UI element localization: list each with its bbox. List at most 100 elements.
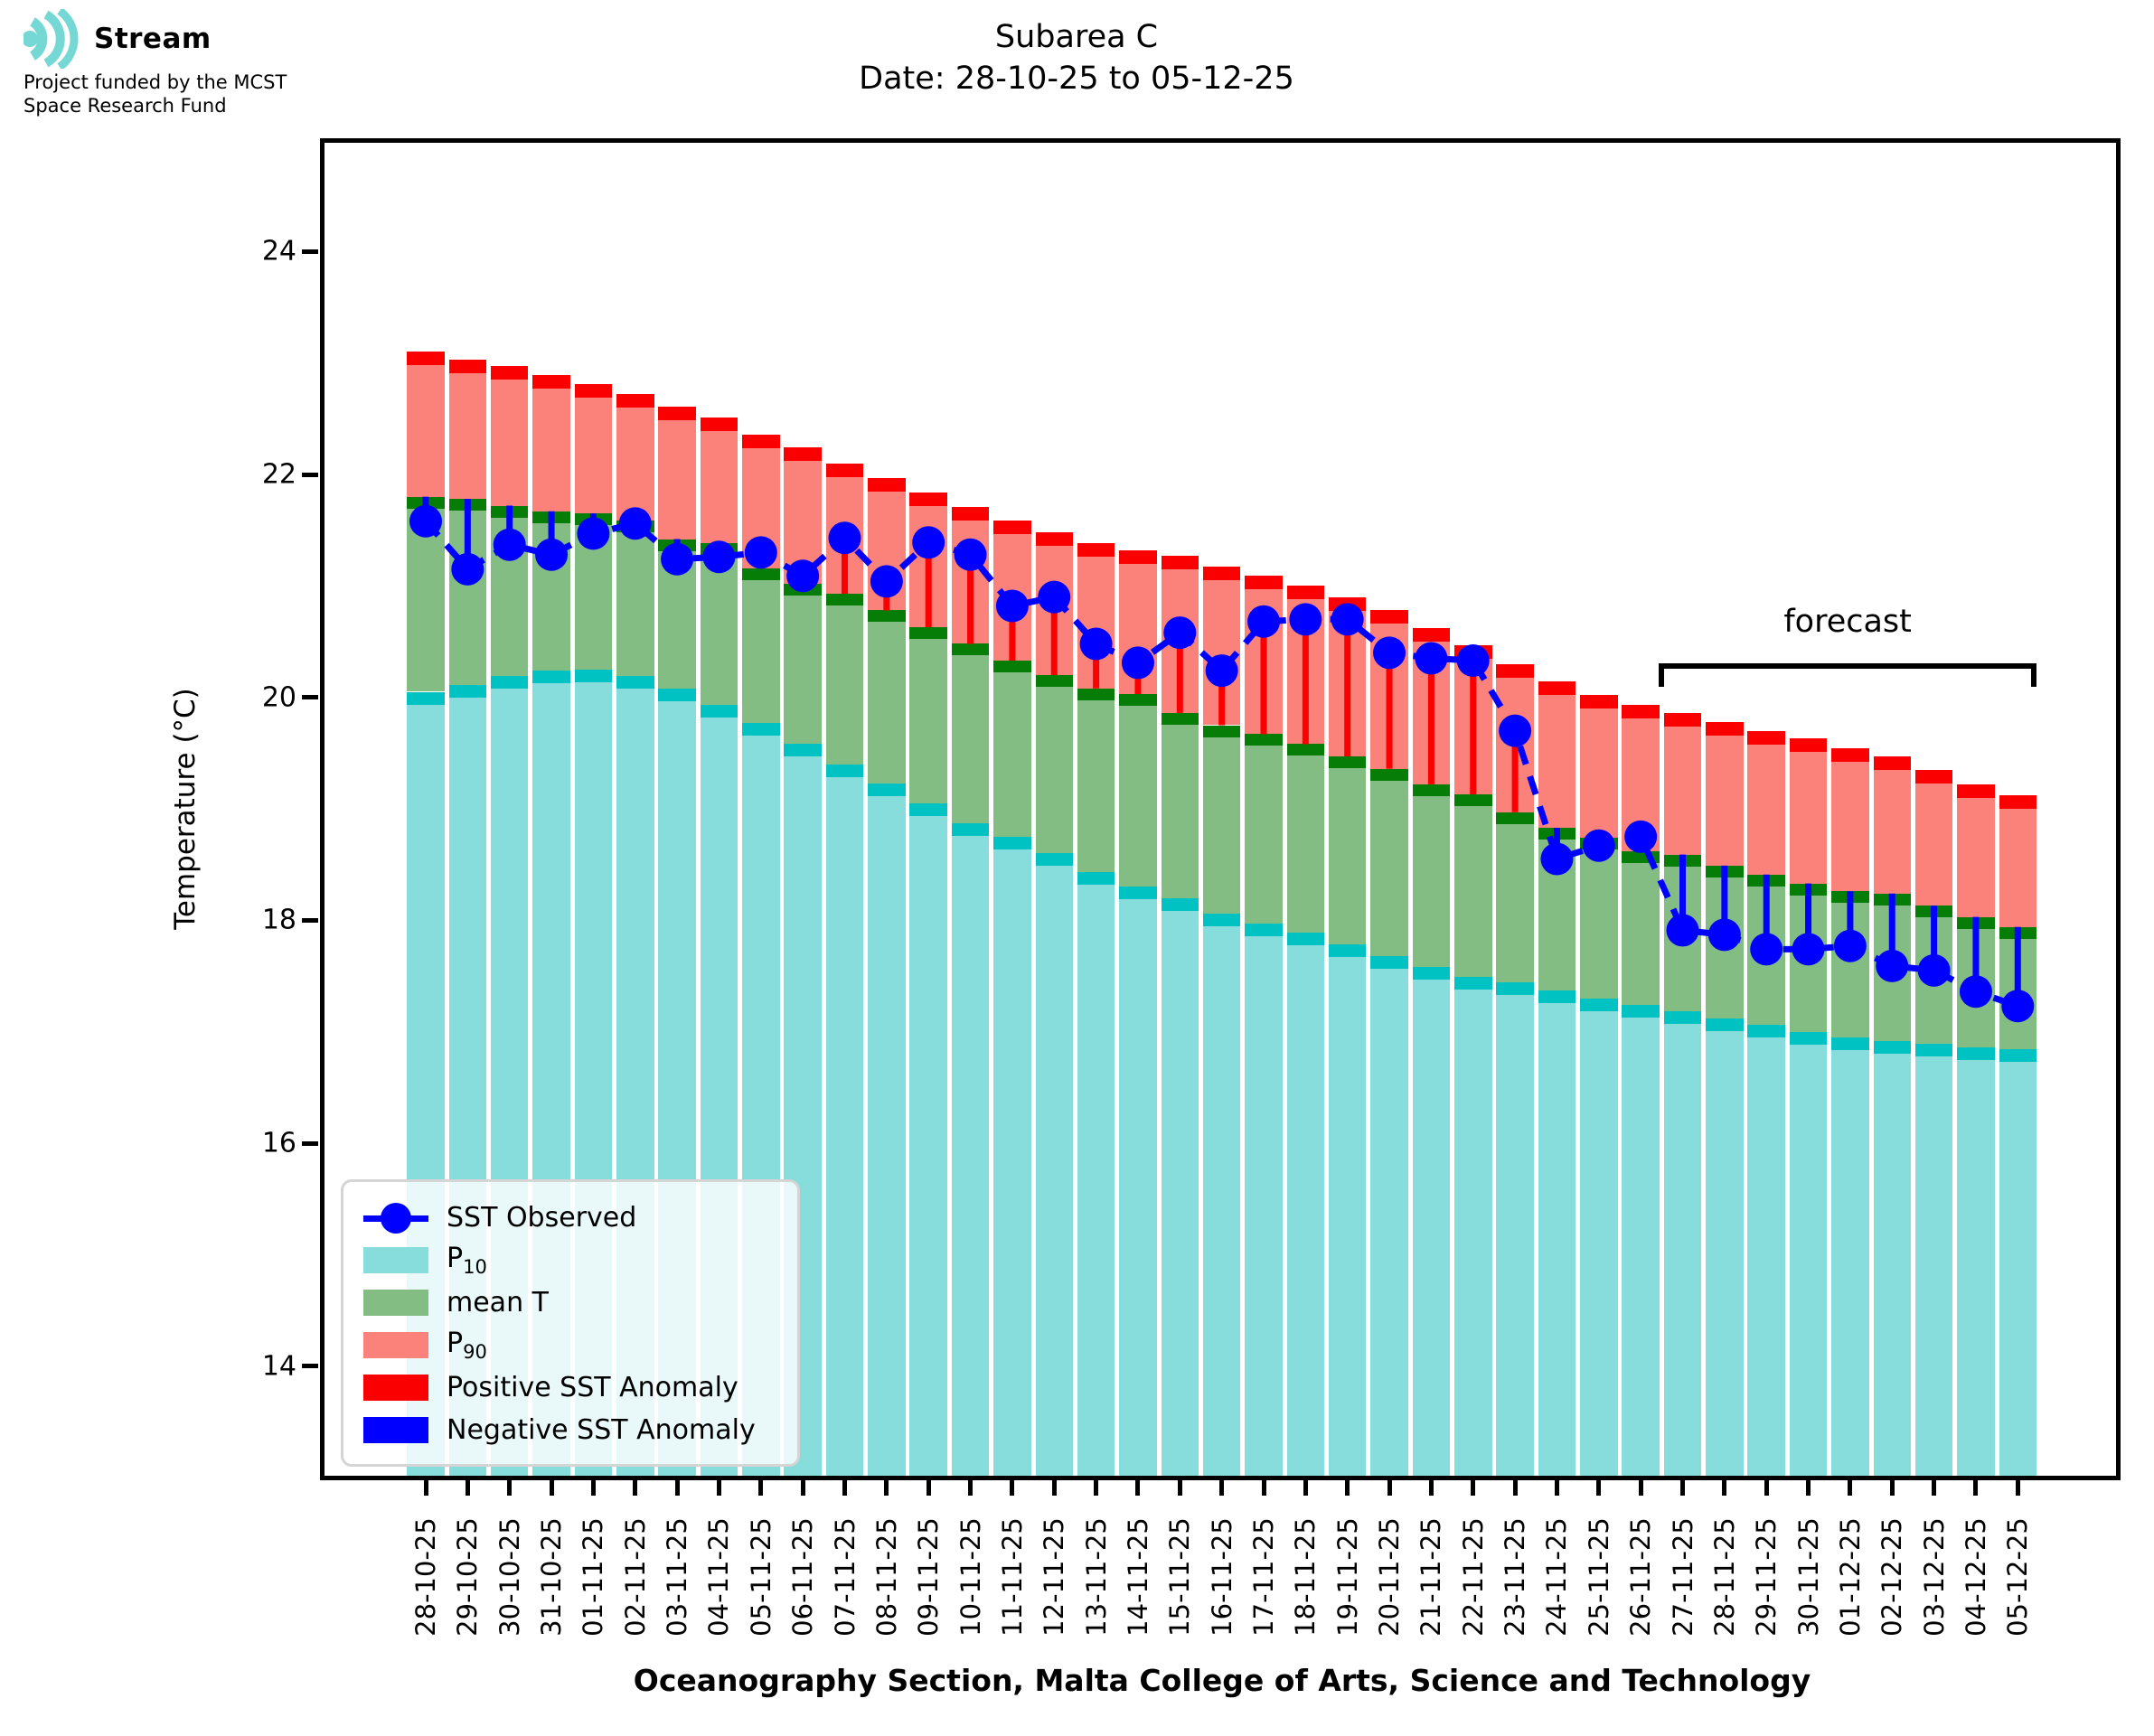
forecast-bracket-right-end [2031,663,2037,687]
funding-note: Project funded by the MCST Space Researc… [24,70,403,117]
x-tick-label-28-10-25: 28-10-25 [410,1517,441,1637]
p10-band-05-12-25 [1999,1049,2037,1476]
logo-text: Stream [94,23,212,55]
p90-cap-11-11-25 [993,520,1031,534]
sst-observed-point-14-11-25 [1121,646,1154,680]
p90-band-28-10-25 [407,352,445,497]
sst-observed-point-06-11-25 [786,559,820,593]
x-tick-05-11-25 [758,1479,764,1496]
y-tick-label-24: 24 [261,235,296,267]
p10-cap-06-11-25 [784,744,822,757]
sst-observed-point-07-11-25 [828,521,861,555]
x-tick-label-01-11-25: 01-11-25 [578,1517,609,1637]
sst-observed-point-01-12-25 [1833,929,1867,962]
p10-cap-17-11-25 [1245,924,1283,937]
p90-band-29-11-25 [1747,730,1785,875]
x-tick-13-11-25 [1094,1479,1099,1496]
mean-cap-07-11-25 [825,593,864,605]
p10-cap-01-12-25 [1831,1037,1869,1050]
mean-cap-11-11-25 [993,660,1031,672]
p90-cap-08-11-25 [868,477,906,492]
mean-band-19-11-25 [1328,756,1367,945]
p90-cap-31-10-25 [532,375,570,389]
y-tick-16 [302,1140,318,1146]
p10-cap-30-11-25 [1789,1031,1828,1045]
sst-observed-point-04-11-25 [702,540,736,574]
p10-cap-21-11-25 [1412,967,1451,981]
p90-band-05-12-25 [1999,795,2037,927]
x-tick-label-16-11-25: 16-11-25 [1206,1517,1237,1637]
p90-cap-28-11-25 [1706,721,1744,736]
legend: SST Observed P10 mean T P90 Positive SST Ano… [341,1179,800,1467]
p90-cap-26-11-25 [1622,705,1660,719]
p10-cap-14-11-25 [1119,887,1157,900]
x-tick-label-24-11-25: 24-11-25 [1541,1517,1573,1637]
p90-cap-06-11-25 [784,447,822,462]
sst-observed-point-22-11-25 [1456,643,1490,677]
p90-cap-28-10-25 [407,352,445,366]
neg-anomaly-swatch [363,1417,428,1443]
p10-band-21-11-25 [1412,967,1451,1476]
mean-band-21-11-25 [1412,784,1451,968]
legend-item-p10: P10 [363,1239,797,1281]
sst-observed-point-19-11-25 [1331,603,1364,636]
x-tick-07-11-25 [842,1479,847,1496]
x-tick-02-11-25 [633,1479,638,1496]
mean-band-16-11-25 [1202,725,1241,914]
p90-cap-29-11-25 [1747,730,1785,745]
mean-cap-16-11-25 [1202,725,1241,737]
p10-cap-05-11-25 [742,723,780,737]
p90-cap-02-12-25 [1873,756,1911,771]
x-tick-label-26-11-25: 26-11-25 [1625,1517,1657,1637]
p10-band-13-11-25 [1077,872,1115,1476]
p10-cap-04-11-25 [700,705,738,718]
mean-cap-15-11-25 [1161,712,1199,725]
p10-cap-29-10-25 [448,685,487,699]
sst-observed-point-28-10-25 [409,504,442,538]
y-tick-20 [302,695,318,700]
p10-cap-19-11-25 [1328,944,1367,958]
x-tick-label-22-11-25: 22-11-25 [1457,1517,1489,1637]
mean-cap-19-11-25 [1328,756,1367,769]
x-tick-label-14-11-25: 14-11-25 [1122,1517,1153,1637]
p90-cap-18-11-25 [1286,586,1325,600]
p10-cap-01-11-25 [574,669,613,682]
p90-cap-01-12-25 [1831,748,1869,763]
p10-cap-28-10-25 [407,691,445,705]
mean-cap-20-11-25 [1370,768,1408,781]
p90-cap-14-11-25 [1119,549,1157,564]
x-tick-11-11-25 [1010,1479,1015,1496]
y-tick-label-20: 20 [261,681,296,714]
p90-band-27-11-25 [1663,712,1702,855]
x-tick-18-11-25 [1303,1479,1308,1496]
x-tick-28-11-25 [1722,1479,1727,1496]
legend-label: P90 [447,1328,487,1363]
y-tick-label-22: 22 [261,458,296,491]
mean-cap-09-11-25 [909,626,947,639]
x-tick-09-11-25 [926,1479,931,1496]
mean-cap-18-11-25 [1286,744,1325,756]
x-tick-label-21-11-25: 21-11-25 [1416,1517,1447,1637]
p10-band-18-11-25 [1286,932,1325,1476]
sst-observed-point-30-11-25 [1792,933,1825,966]
p10-band-11-11-25 [993,836,1031,1476]
p90-cap-07-11-25 [825,463,864,477]
p10-cap-11-11-25 [993,836,1031,849]
p90-cap-09-11-25 [909,492,947,506]
p10-cap-15-11-25 [1161,897,1199,911]
legend-label: Negative SST Anomaly [447,1414,756,1446]
mean-cap-22-11-25 [1454,793,1492,806]
mean-band-23-11-25 [1496,812,1534,983]
x-tick-29-11-25 [1764,1479,1769,1496]
sst-observed-point-13-11-25 [1079,627,1113,661]
x-tick-label-04-11-25: 04-11-25 [703,1517,735,1637]
legend-item-positive-sst-anomaly: Positive SST Anomaly [363,1366,797,1409]
sst-observed-point-18-11-25 [1289,603,1322,636]
p10-band-01-12-25 [1831,1037,1869,1476]
p10-band-03-12-25 [1914,1044,1953,1476]
x-tick-label-29-11-25: 29-11-25 [1751,1517,1782,1637]
sst-observed-point-28-11-25 [1707,918,1741,952]
x-tick-label-11-11-25: 11-11-25 [996,1517,1028,1637]
p90-band-04-12-25 [1957,784,1995,917]
